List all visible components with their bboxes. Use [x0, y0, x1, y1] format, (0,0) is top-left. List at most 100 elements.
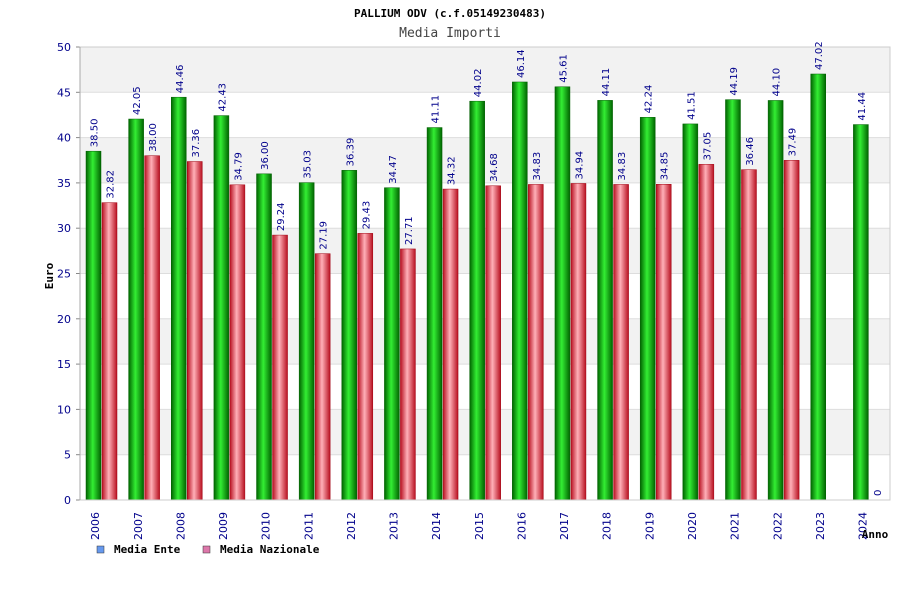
x-tick-label-2007: 2007: [132, 512, 145, 540]
value-label-media-nazionale-2019: 34.85: [660, 152, 671, 181]
value-label-media-nazionale-2018: 34.83: [617, 152, 628, 181]
bar-media-ente-2008: [171, 96, 187, 501]
value-label-media-nazionale-2006: 32.82: [106, 170, 117, 199]
y-tick-label: 40: [57, 132, 71, 145]
value-label-media-ente-2009: 42.43: [217, 83, 228, 112]
bars-layer: [85, 73, 869, 501]
y-tick-label: 15: [57, 358, 71, 371]
value-label-media-ente-2019: 42.24: [644, 85, 655, 114]
bar-media-nazionale-2009: [229, 184, 246, 501]
chart-title: PALLIUM ODV (c.f.05149230483): [354, 7, 546, 20]
bar-media-ente-2024: [853, 124, 869, 501]
bar-media-nazionale-2021: [741, 169, 757, 501]
bar-media-ente-2014: [426, 127, 443, 501]
x-tick-label-2017: 2017: [558, 512, 571, 540]
bar-media-nazionale-2017: [570, 183, 587, 501]
x-tick-label-2009: 2009: [217, 512, 230, 540]
y-tick-labels: 0 5 10 15 20 25 30 35 40 45 50: [57, 41, 71, 507]
y-tick-label: 5: [64, 449, 71, 462]
value-label-media-ente-2010: 36.00: [260, 141, 271, 170]
value-label-media-ente-2023: 47.02: [814, 41, 825, 70]
value-label-media-ente-2015: 44.02: [473, 69, 484, 98]
value-label-media-nazionale-2016: 34.83: [532, 152, 543, 181]
x-tick-label-2010: 2010: [260, 512, 273, 540]
bar-media-ente-2015: [469, 100, 485, 501]
bar-media-ente-2010: [256, 173, 272, 501]
value-label-media-ente-2017: 45.61: [558, 54, 569, 83]
y-tick-label: 25: [57, 268, 71, 281]
value-label-media-nazionale-2009: 34.79: [233, 152, 244, 181]
bar-media-ente-2011: [298, 182, 315, 501]
x-tick-label-2019: 2019: [643, 512, 656, 540]
bar-media-ente-2007: [128, 118, 144, 501]
value-label-media-nazionale-2012: 29.43: [361, 201, 372, 230]
value-label-media-nazionale-2014: 34.32: [447, 156, 458, 185]
y-axis-label: Euro: [43, 262, 56, 289]
legend-label-media-ente: Media Ente: [114, 543, 181, 556]
x-tick-label-2012: 2012: [345, 512, 358, 540]
plot-band: [80, 47, 890, 93]
y-tick-label: 0: [64, 494, 71, 507]
bar-media-ente-2009: [213, 115, 230, 501]
value-label-media-nazionale-2013: 27.71: [404, 216, 415, 245]
legend: Media Ente Media Nazionale: [96, 543, 320, 556]
value-label-media-ente-2012: 36.39: [345, 138, 356, 167]
value-label-media-ente-2007: 42.05: [132, 86, 143, 115]
bar-media-nazionale-2018: [613, 184, 629, 501]
value-label-media-ente-2013: 34.47: [388, 155, 399, 184]
bar-media-ente-2012: [341, 170, 358, 501]
bar-media-nazionale-2012: [357, 233, 374, 501]
axes: [76, 46, 891, 501]
bar-media-nazionale-2022: [783, 160, 800, 501]
bar-media-ente-2006: [85, 150, 102, 501]
value-label-media-ente-2014: 41.11: [431, 95, 442, 124]
value-label-media-ente-2022: 44.10: [772, 68, 783, 97]
y-tick-label: 50: [57, 41, 71, 54]
legend-label-media-nazionale: Media Nazionale: [220, 543, 320, 556]
value-label-media-ente-2016: 46.14: [516, 49, 527, 78]
value-label-media-nazionale-2024: 0: [873, 490, 884, 496]
value-label-media-nazionale-2022: 37.49: [788, 128, 799, 157]
bar-media-ente-2020: [682, 123, 699, 501]
bar-media-ente-2018: [597, 100, 613, 501]
value-label-media-nazionale-2020: 37.05: [702, 132, 713, 161]
bar-media-ente-2013: [384, 187, 400, 501]
bar-media-ente-2016: [512, 81, 528, 501]
value-label-media-ente-2006: 38.50: [90, 119, 101, 148]
bar-media-ente-2023: [810, 73, 826, 501]
x-tick-label-2013: 2013: [388, 512, 401, 540]
value-label-media-ente-2024: 41.44: [857, 92, 868, 121]
bar-media-nazionale-2008: [187, 161, 203, 501]
value-label-media-ente-2021: 44.19: [729, 67, 740, 96]
value-label-media-ente-2008: 44.46: [175, 65, 186, 94]
x-tick-label-2024: 2024: [857, 512, 870, 540]
value-labels-layer: 38.50 32.82 42.05 38.00 44.46 37.36 42.43 34.79…: [90, 41, 884, 496]
value-label-media-ente-2020: 41.51: [686, 91, 697, 120]
x-tick-label-2014: 2014: [430, 512, 443, 540]
x-tick-labels: 2006 2007 2008 2009 2010 2011 2012 2013 2014 2015…: [89, 512, 869, 540]
x-tick-label-2016: 2016: [515, 512, 528, 540]
value-label-media-nazionale-2017: 34.94: [574, 151, 585, 180]
x-axis-label: Anno: [862, 528, 889, 541]
bar-media-nazionale-2010: [272, 234, 288, 501]
bar-media-ente-2021: [725, 99, 741, 501]
value-label-media-nazionale-2008: 37.36: [191, 129, 202, 158]
chart-subtitle: Media Importi: [399, 26, 501, 41]
x-tick-label-2011: 2011: [302, 512, 315, 540]
value-label-media-ente-2018: 44.11: [601, 68, 612, 97]
x-tick-label-2021: 2021: [729, 512, 742, 540]
value-label-media-nazionale-2007: 38.00: [148, 123, 159, 152]
y-tick-label: 30: [57, 222, 71, 235]
x-tick-label-2020: 2020: [686, 512, 699, 540]
value-label-media-nazionale-2015: 34.68: [489, 153, 500, 182]
x-tick-label-2022: 2022: [771, 512, 784, 540]
x-tick-label-2023: 2023: [814, 512, 827, 540]
legend-swatch-media-ente: [96, 545, 105, 554]
bar-media-nazionale-2014: [442, 188, 459, 501]
value-label-media-nazionale-2010: 29.24: [276, 202, 287, 231]
x-tick-label-2015: 2015: [473, 512, 486, 540]
y-tick-label: 45: [57, 86, 71, 99]
y-tick-label: 20: [57, 313, 71, 326]
value-label-media-nazionale-2011: 27.19: [319, 221, 330, 250]
